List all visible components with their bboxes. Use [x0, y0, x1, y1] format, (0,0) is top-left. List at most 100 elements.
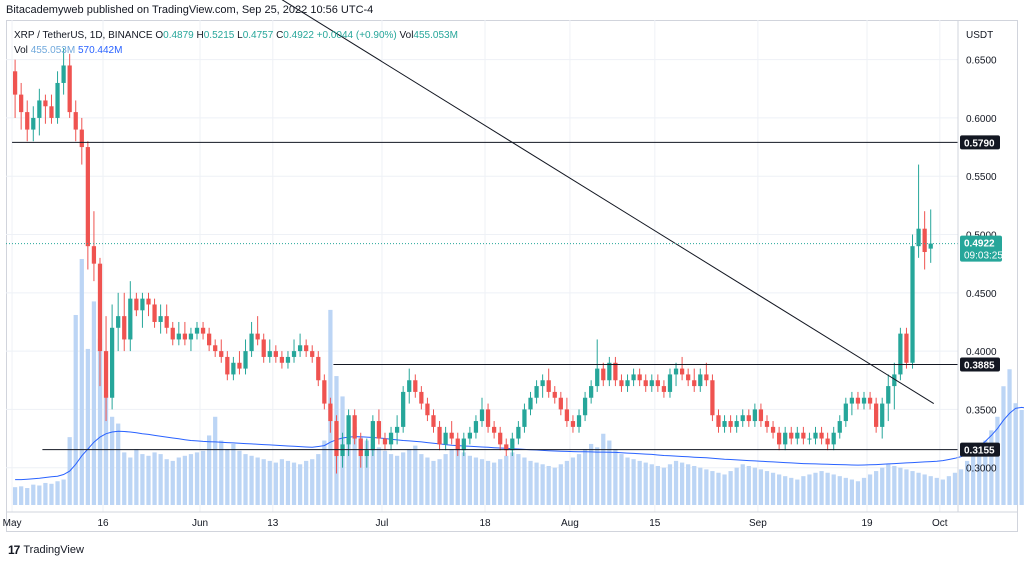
candle	[770, 421, 776, 439]
candle-body	[722, 421, 727, 427]
candle-body	[31, 117, 36, 130]
volume-bar	[922, 474, 927, 505]
candle-body	[825, 438, 830, 445]
candle-body	[273, 351, 278, 357]
candle	[225, 351, 230, 381]
candle-body	[698, 374, 703, 387]
volume-bar	[528, 460, 533, 505]
candle	[109, 304, 115, 410]
volume-ma-value: 570.442M	[77, 45, 123, 56]
candle	[861, 391, 867, 410]
last-price-value: 0.4922	[964, 239, 995, 250]
candle	[419, 386, 424, 410]
candle	[807, 432, 812, 445]
candle	[904, 327, 909, 369]
volume-bar	[667, 464, 673, 505]
candle-body	[479, 409, 485, 422]
candle	[783, 426, 788, 451]
volume-study-label[interactable]: Vol	[14, 45, 28, 56]
candle	[504, 438, 509, 457]
drawings[interactable]	[6, 0, 958, 451]
candle	[758, 403, 764, 427]
volume-bar	[625, 457, 630, 505]
candle-body	[528, 397, 533, 410]
volume-bar	[492, 462, 497, 505]
candle-body	[328, 403, 333, 422]
candle-body	[455, 438, 460, 451]
candle	[522, 403, 527, 433]
candles	[12, 47, 933, 474]
candle-body	[776, 432, 782, 445]
candle-body	[861, 397, 867, 404]
candle-body	[207, 333, 212, 346]
volume-bar	[849, 479, 855, 505]
volume-bar	[880, 467, 885, 505]
volume-bar	[504, 455, 509, 505]
candle	[473, 415, 479, 439]
candle-body	[291, 351, 297, 357]
candle-body	[61, 65, 66, 83]
volume-bar	[673, 460, 679, 505]
volume-bar	[498, 459, 503, 505]
candle-body	[746, 415, 751, 422]
volume-bar	[382, 450, 388, 505]
candle	[485, 403, 491, 433]
volume-bar	[213, 416, 218, 505]
high-value: 0.5215	[203, 30, 235, 41]
candle	[219, 339, 224, 363]
volume-bar	[643, 462, 648, 505]
candle-body	[770, 426, 776, 433]
candle	[200, 321, 206, 340]
candle	[267, 339, 272, 363]
candle-body	[243, 351, 248, 369]
volume-bar	[795, 479, 800, 505]
candle	[49, 94, 54, 124]
candle-body	[570, 421, 576, 427]
candle-body	[534, 386, 539, 398]
candle-body	[661, 386, 667, 392]
candle-body	[613, 362, 618, 381]
candle-body	[382, 438, 388, 445]
x-tick-label: May	[3, 518, 22, 529]
candle	[291, 339, 297, 363]
open-value: 0.4879	[163, 30, 194, 41]
candle	[643, 374, 648, 392]
volume-bar	[188, 454, 194, 505]
axes: USDT 0.30000.35000.40000.45000.50000.550…	[3, 20, 1018, 529]
volume-bar	[279, 459, 285, 505]
volume-bar	[297, 464, 303, 505]
candle	[407, 368, 412, 404]
candle-body	[655, 380, 660, 387]
volume-bar	[352, 426, 357, 505]
volume-bar	[109, 416, 115, 505]
level-price-label-box	[960, 135, 1000, 150]
candle-body	[892, 374, 897, 387]
volume-bar	[55, 481, 60, 505]
candle-body	[758, 409, 764, 422]
candle	[880, 397, 885, 439]
candle	[582, 391, 588, 422]
volume-bar	[485, 460, 491, 505]
volume-bar	[995, 416, 1000, 505]
close-key: C	[276, 30, 284, 41]
tradingview-logo[interactable]: 17 TradingView	[8, 543, 84, 557]
volume-bar	[789, 477, 794, 505]
volume-bar	[128, 457, 133, 505]
candle	[552, 386, 557, 404]
volume-bar	[401, 452, 406, 505]
candle	[746, 409, 751, 427]
candle-body	[364, 450, 369, 457]
trendline[interactable]	[200, 0, 935, 404]
candle-body	[85, 147, 90, 247]
candle	[704, 362, 709, 387]
candle-body	[831, 432, 836, 445]
symbol-label[interactable]: XRP / TetherUS, 1D, BINANCE	[14, 30, 153, 41]
countdown-value: 09:03:25	[964, 251, 1003, 262]
volume-bar	[825, 472, 830, 505]
candle-body	[516, 426, 521, 439]
volume-bar	[770, 472, 776, 505]
volume-bar	[182, 455, 188, 505]
candle-body	[261, 339, 266, 357]
candle-body	[388, 432, 394, 445]
